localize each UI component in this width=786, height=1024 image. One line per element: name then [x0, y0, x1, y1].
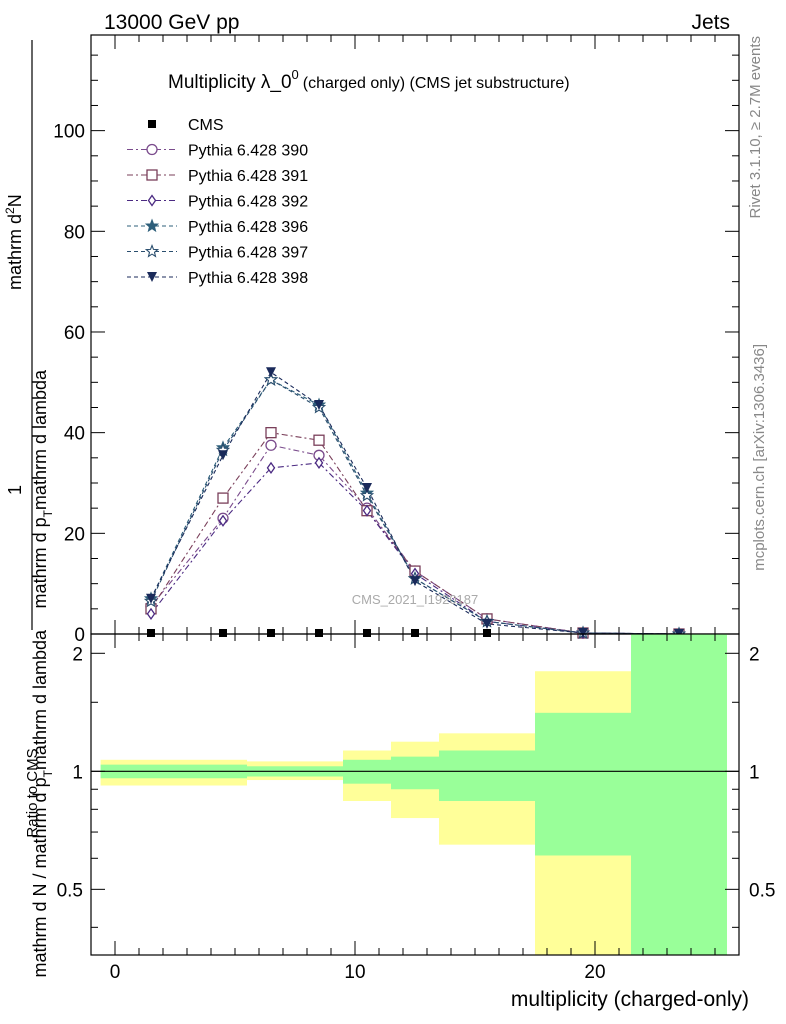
header-right: Jets	[691, 11, 730, 34]
legend-marker	[146, 143, 158, 156]
data-point-s3	[314, 456, 324, 469]
data-point-s6	[314, 399, 324, 410]
data-point-s1	[265, 439, 277, 451]
legend-marker	[147, 194, 157, 207]
data-point-s6	[482, 618, 492, 629]
ratio-tick-label: 1	[72, 762, 83, 783]
data-point-s2	[313, 434, 325, 446]
main-panel: 20 40 60 80 100 0	[53, 34, 740, 646]
legend-label: Pythia 6.428 390	[188, 143, 308, 160]
y-tick-label: 100	[53, 122, 85, 143]
data-point-s0	[483, 628, 491, 637]
ratio-band-inner	[391, 756, 439, 790]
data-point-s6	[266, 367, 276, 378]
data-point-s6	[218, 450, 228, 461]
ratio-band-inner	[535, 712, 631, 856]
data-point-s0	[411, 628, 419, 637]
legend-label: Pythia 6.428 392	[188, 194, 308, 211]
header-left: 13000 GeV pp	[104, 11, 239, 34]
ratio-bands	[100, 634, 727, 955]
data-point-s6	[410, 576, 420, 587]
series-markers	[143, 367, 687, 641]
legend-label: Pythia 6.428 396	[188, 219, 308, 236]
main-ticks: 20 40 60 80 100 0	[53, 35, 739, 646]
y-axis-label: 1 mathrm d N / mathrm d pTmathrm d lambd…	[3, 40, 55, 977]
data-point-s6	[146, 593, 156, 604]
data-point-s2	[265, 427, 277, 439]
ratio-tick-label: 0.5	[749, 880, 775, 901]
ratio-tick-label: 1	[749, 762, 760, 783]
y-tick-label: 0	[74, 625, 85, 646]
x-tick-label: 0	[110, 962, 121, 983]
x-tick-label: 20	[584, 962, 605, 983]
ratio-panel: 0.5 0.51 12 20 10 20	[57, 633, 775, 983]
data-point-s6	[362, 483, 372, 494]
legend-marker	[144, 218, 160, 233]
series-line-2	[150, 432, 680, 635]
data-point-s0	[363, 628, 371, 637]
legend-label: CMS	[188, 117, 224, 134]
data-point-s0	[267, 628, 275, 637]
legend-marker	[144, 243, 160, 258]
title-suffix: (charged only) (CMS jet substructure)	[303, 75, 570, 92]
ratio-band-inner	[439, 750, 535, 802]
watermark: CMS_2021_I1920187	[352, 592, 479, 607]
ratio-tick-label: 2	[749, 644, 760, 665]
y-tick-label: 80	[64, 222, 85, 243]
data-point-s3	[362, 504, 372, 517]
legend-marker	[148, 120, 156, 128]
y-tick-label: 20	[64, 524, 85, 545]
ylabel-top: 1	[5, 485, 25, 495]
legend: CMS Pythia 6.428 390 Pythia 6.428 391 Pythi…	[127, 117, 308, 287]
title-sup: 0	[292, 67, 299, 82]
legend-label: Pythia 6.428 398	[188, 270, 308, 287]
rivet-label: Rivet 3.1.10, ≥ 2.7M events	[747, 36, 764, 219]
x-axis-label: multiplicity (charged-only)	[511, 988, 749, 1011]
legend-label: Pythia 6.428 391	[188, 168, 308, 185]
data-point-s3	[146, 607, 156, 620]
legend-marker	[146, 169, 158, 181]
mcplots-label: mcplots.cern.ch [arXiv:1306.3436]	[751, 344, 768, 571]
data-point-s0	[315, 628, 323, 637]
ratio-tick-label: 0.5	[57, 880, 83, 901]
x-tick-label: 10	[344, 962, 365, 983]
series-line-6	[150, 371, 680, 635]
ratio-ticks: 0.5 0.51 12 20 10 20	[57, 634, 775, 983]
y-tick-label: 60	[64, 323, 85, 344]
data-point-s3	[218, 514, 228, 527]
data-point-s2	[217, 492, 229, 504]
ylabel-den: mathrm d N / mathrm d pTmathrm d lambda	[30, 629, 55, 977]
ylabel-num: mathrm d2N	[3, 194, 25, 290]
data-point-s6	[578, 627, 588, 638]
ratio-ylabel: Ratio to CMS	[24, 748, 41, 837]
data-point-s5	[359, 488, 375, 502]
chart-title: Multiplicity λ_00 (charged only) (CMS jet…	[168, 67, 570, 93]
ylabel-den-2: mathrm d pTmathrm d lambda	[30, 369, 55, 608]
ratio-band-inner	[631, 634, 727, 955]
data-point-s0	[147, 628, 155, 637]
title-main: Multiplicity λ_0	[168, 72, 292, 93]
legend-marker	[147, 272, 157, 282]
data-point-s5	[263, 372, 279, 386]
ratio-tick-label: 2	[72, 644, 83, 665]
data-point-s3	[266, 461, 276, 475]
legend-label: Pythia 6.428 397	[188, 245, 308, 262]
y-tick-label: 40	[64, 424, 85, 445]
data-point-s0	[219, 628, 227, 637]
ratio-frame	[90, 633, 740, 956]
